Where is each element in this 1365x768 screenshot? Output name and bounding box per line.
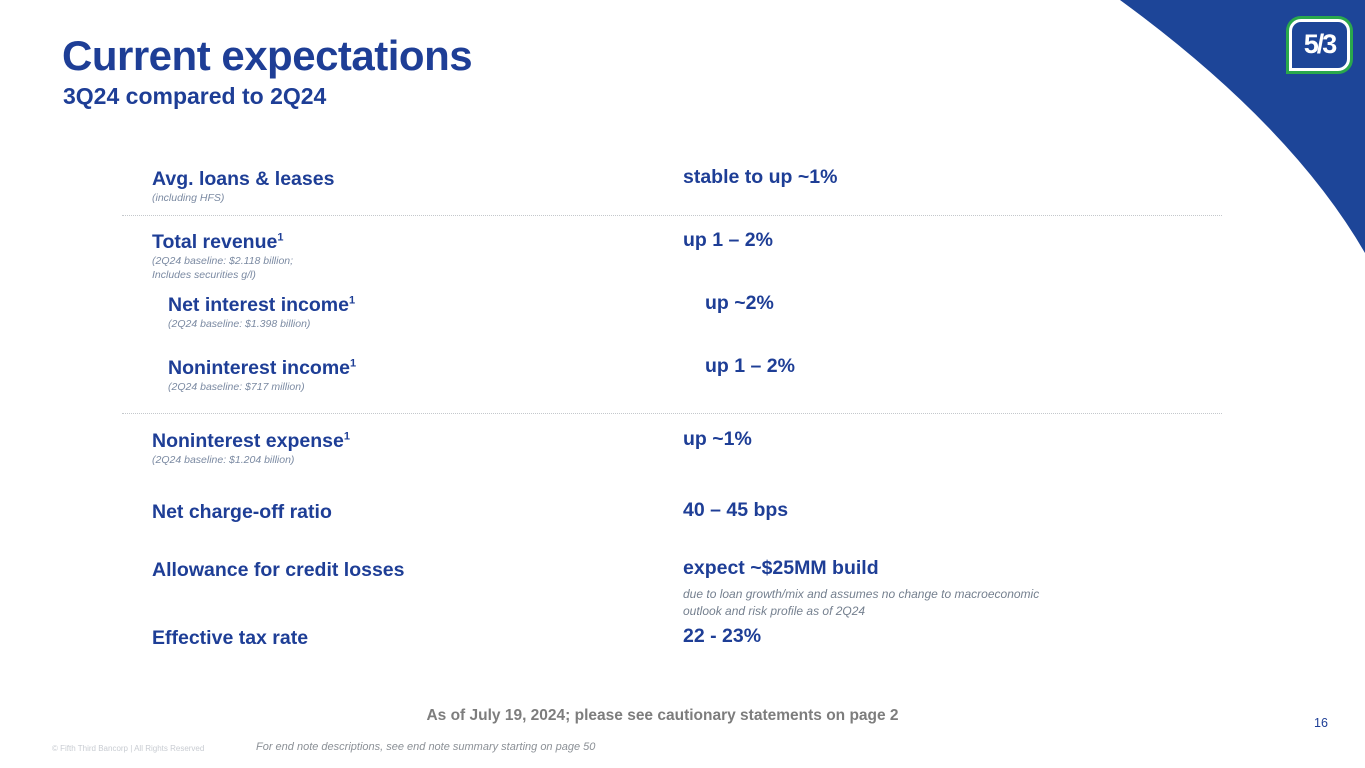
footnote-marker: 1 [343,430,350,443]
row-value: stable to up ~1% [683,166,1203,188]
page-number: 16 [1314,716,1328,730]
row-sublabel: (2Q24 baseline: $2.118 billion; Includes… [152,255,294,281]
row-value: up ~2% [705,292,1225,314]
row-label: Net charge-off ratio [152,501,612,523]
row-label: Allowance for credit losses [152,559,612,581]
footnote-marker: 1 [350,357,357,370]
row-value: expect ~$25MM build due to loan growth/m… [683,557,1203,619]
footnote-marker: 1 [277,231,284,244]
row-label: Net interest income1 (2Q24 baseline: $1.… [168,294,628,332]
row-value-text: 40 – 45 bps [683,499,789,521]
cautionary-statement: As of July 19, 2024; please see cautiona… [426,707,899,724]
row-label-text: Net charge-off ratio [152,501,332,523]
row-label: Effective tax rate [152,627,612,649]
footnote-marker: 1 [348,294,356,307]
row-value: up 1 – 2% [683,229,1203,251]
row-sublabel: (2Q24 baseline: $1.398 billion) [168,318,311,331]
page-title: Current expectations [62,32,473,79]
row-value-text: stable to up ~1% [683,166,838,188]
row-sublabel: (2Q24 baseline: $717 million) [168,381,305,394]
row-label-text: Noninterest income [168,357,351,379]
row-sublabel: (2Q24 baseline: $1.204 billion) [152,454,295,467]
row-value: 22 - 23% [683,625,1203,647]
row-label-text: Net interest income [168,294,349,316]
row-label-text: Effective tax rate [152,627,309,649]
row-value: 40 – 45 bps [683,499,1203,521]
row-label: Noninterest income1 (2Q24 baseline: $717… [168,357,628,395]
row-label-text: Avg. loans & leases [152,168,335,190]
fifth-third-logo-icon: 5/3 [1286,16,1353,74]
logo-53-glyph: 5/3 [1292,22,1347,68]
page-subtitle: 3Q24 compared to 2Q24 [63,83,327,109]
row-label-text: Total revenue [152,231,278,253]
row-value-note: due to loan growth/mix and assumes no ch… [683,587,1040,618]
row-label: Avg. loans & leases (including HFS) [152,168,612,206]
endnote-reference: For end note descriptions, see end note … [256,741,596,753]
row-value-text: 22 - 23% [683,625,762,647]
row-label-text: Allowance for credit losses [152,559,405,581]
row-value-text: up 1 – 2% [705,355,795,377]
row-value: up ~1% [683,428,1203,450]
dotted-divider [122,215,1222,216]
row-value-text: up ~1% [683,428,752,450]
row-sublabel: (including HFS) [152,192,225,205]
row-label: Total revenue1 (2Q24 baseline: $2.118 bi… [152,231,612,282]
row-value-text: up 1 – 2% [683,229,773,251]
row-value: up 1 – 2% [705,355,1225,377]
copyright-notice: © Fifth Third Bancorp | All Rights Reser… [52,744,205,753]
row-value-text: up ~2% [705,292,774,314]
row-value-text: expect ~$25MM build [683,557,879,579]
dotted-divider [122,413,1222,414]
row-label: Noninterest expense1 (2Q24 baseline: $1.… [152,430,612,468]
row-label-text: Noninterest expense [152,430,344,452]
